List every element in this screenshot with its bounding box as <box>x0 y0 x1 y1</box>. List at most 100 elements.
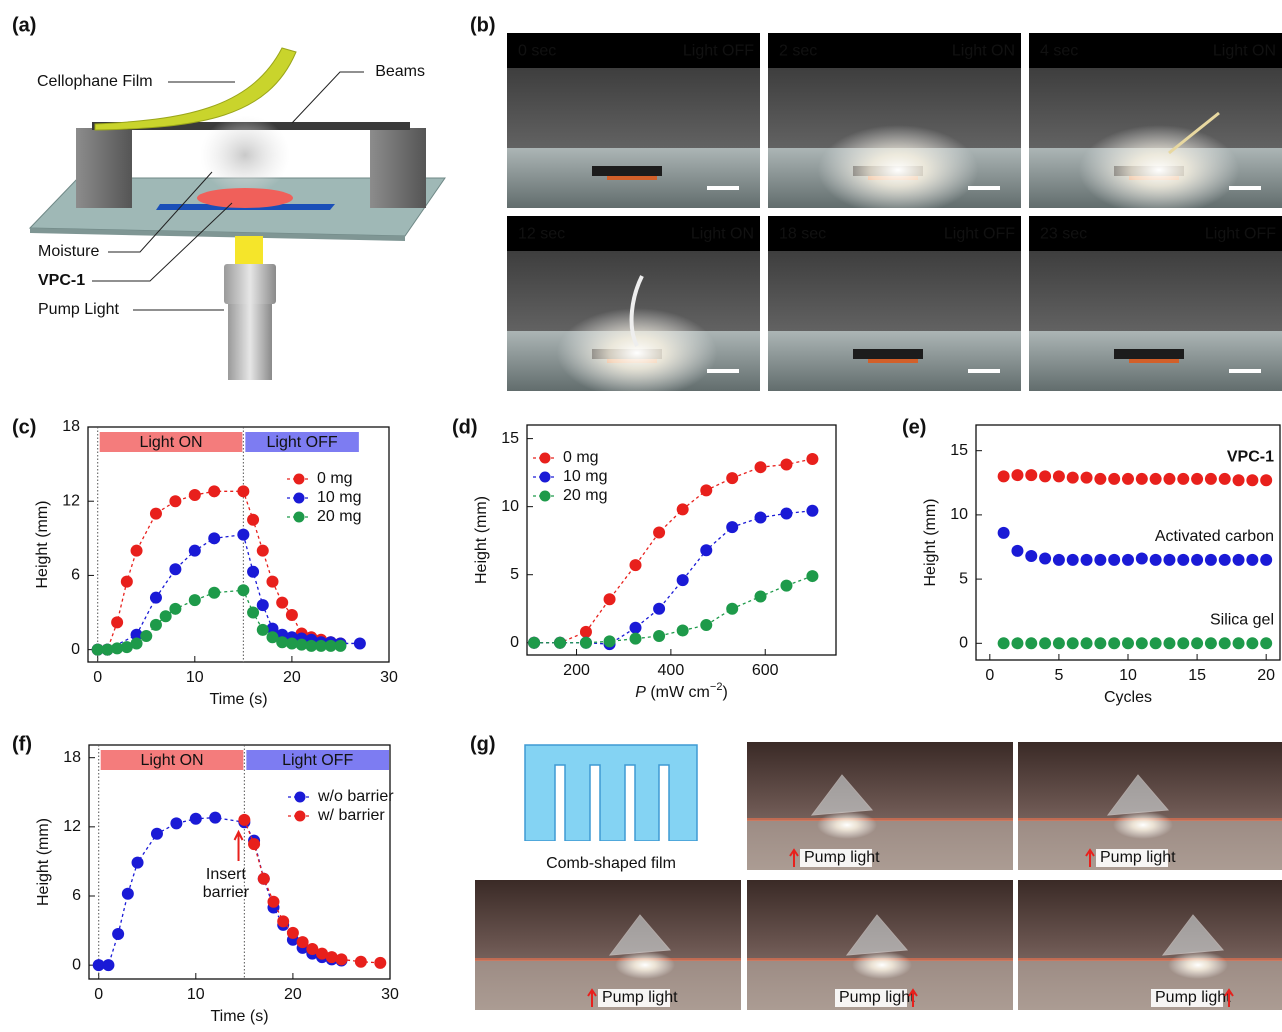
pump-label: Pump light <box>1100 849 1176 866</box>
data-point <box>258 873 270 885</box>
data-point <box>1246 637 1258 649</box>
x-tick-label: 10 <box>186 669 204 686</box>
data-point <box>1163 473 1175 485</box>
data-point <box>1233 637 1245 649</box>
annotation: barrier <box>203 884 250 901</box>
data-point <box>131 545 143 557</box>
pillar <box>76 128 132 208</box>
data-point <box>1094 637 1106 649</box>
data-point <box>677 574 689 586</box>
x-axis-label-part: −2 <box>710 681 723 693</box>
data-point <box>726 521 738 533</box>
data-point <box>1191 637 1203 649</box>
span-label: Light ON <box>140 752 203 769</box>
glass-stack <box>747 820 1013 870</box>
data-point <box>1108 637 1120 649</box>
sample-powder <box>1129 359 1179 363</box>
data-point <box>528 637 540 649</box>
comb-slot <box>659 765 669 842</box>
data-point <box>806 453 818 465</box>
data-point <box>111 616 123 628</box>
panel-label: (c) <box>12 416 36 438</box>
y-tick-label: 15 <box>501 430 519 447</box>
data-point <box>121 576 133 588</box>
data-point <box>150 592 162 604</box>
x-axis-label: P (mW cm−2) <box>635 681 728 701</box>
data-point <box>1025 637 1037 649</box>
legend-label: w/o barrier <box>317 788 394 805</box>
data-point <box>1191 473 1203 485</box>
x-tick-label: 0 <box>94 986 103 1003</box>
legend-marker <box>294 493 305 504</box>
data-point <box>1150 473 1162 485</box>
data-point <box>780 507 792 519</box>
comb-caption: Comb-shaped film <box>546 855 676 872</box>
data-point <box>1150 554 1162 566</box>
light-glow <box>1168 951 1228 979</box>
scale-bar <box>707 186 739 190</box>
comb-diagram <box>524 745 698 844</box>
data-point <box>806 505 818 517</box>
legend-label: 20 mg <box>563 487 607 504</box>
data-point <box>998 637 1010 649</box>
comb-open <box>524 841 698 844</box>
light-glow <box>817 811 877 839</box>
data-point <box>238 814 250 826</box>
data-point <box>354 637 366 649</box>
snapshot-status: Light OFF <box>944 226 1015 243</box>
snapshot-status: Light ON <box>952 43 1015 60</box>
pillar <box>370 128 426 208</box>
legend-marker <box>294 474 305 485</box>
panel-label: (g) <box>470 733 496 755</box>
data-point <box>755 512 767 524</box>
data-point <box>700 544 712 556</box>
x-tick-label: 30 <box>380 669 398 686</box>
data-point <box>1067 472 1079 484</box>
data-point <box>1081 472 1093 484</box>
data-point <box>1122 473 1134 485</box>
data-point <box>209 812 221 824</box>
moisture <box>200 115 290 195</box>
snapshot-time: 18 sec <box>779 226 826 243</box>
legend-label: 0 mg <box>317 470 353 487</box>
x-axis-label: Time (s) <box>209 691 267 708</box>
snapshot-status: Light ON <box>691 226 754 243</box>
data-point <box>1081 637 1093 649</box>
sample-powder <box>868 359 918 363</box>
x-tick-label: 400 <box>658 662 685 679</box>
schematic <box>30 48 445 380</box>
data-point <box>247 607 259 619</box>
legend-label: 10 mg <box>563 468 607 485</box>
data-point <box>1150 637 1162 649</box>
schematic-label: Beams <box>375 63 425 80</box>
data-point <box>1136 637 1148 649</box>
data-point <box>1081 554 1093 566</box>
data-point <box>1025 550 1037 562</box>
data-point <box>237 584 249 596</box>
data-point <box>580 637 592 649</box>
comb-film <box>525 745 697 841</box>
data-point <box>1067 637 1079 649</box>
data-point <box>189 545 201 557</box>
x-tick-label: 20 <box>283 669 301 686</box>
figure: (a)(b)(c)(d)(e)(f)(g)Cellophane FilmBeam… <box>0 0 1282 1032</box>
data-point <box>755 590 767 602</box>
comb-slot <box>555 765 565 842</box>
data-point <box>1053 470 1065 482</box>
span-label: Light ON <box>139 434 202 451</box>
x-tick-label: 0 <box>93 669 102 686</box>
series-line <box>534 576 812 643</box>
data-point <box>1205 554 1217 566</box>
data-point <box>267 896 279 908</box>
y-axis-label: Height (mm) <box>922 498 939 586</box>
pump-label: Pump light <box>839 989 915 1006</box>
y-tick-label: 0 <box>71 641 80 658</box>
comb-slot <box>590 765 600 842</box>
x-axis-label: Cycles <box>1104 689 1152 706</box>
schematic-label: Pump Light <box>38 301 119 318</box>
data-point <box>287 927 299 939</box>
y-tick-label: 10 <box>950 506 968 523</box>
data-point <box>1053 637 1065 649</box>
data-point <box>998 527 1010 539</box>
data-point <box>1108 473 1120 485</box>
